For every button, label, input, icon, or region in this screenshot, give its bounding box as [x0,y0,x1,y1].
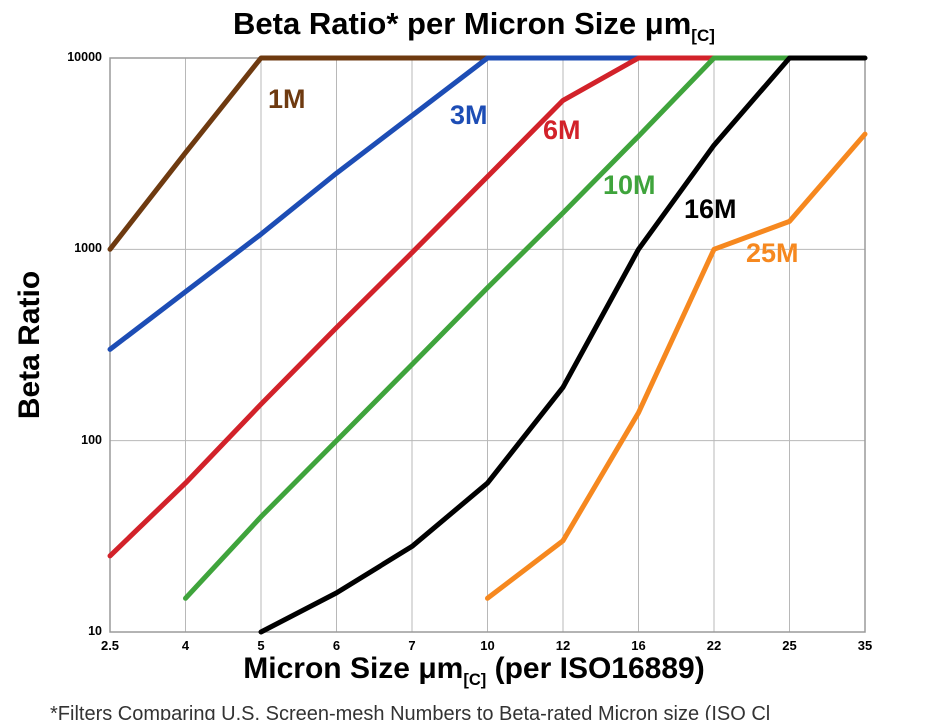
x-tick-5: 5 [257,638,265,653]
series-label-25M: 25M [746,238,799,268]
y-tick-10: 10 [88,624,102,638]
x-tick-4: 4 [181,638,190,653]
series-label-6M: 6M [543,115,581,145]
x-axis-label-text: Micron Size μm [243,652,464,685]
x-tick-7: 7 [408,638,416,653]
y-tick-100: 100 [81,432,102,447]
y-tick-10000: 10000 [67,50,102,64]
y-axis-label: Beta Ratio [13,270,46,420]
x-tick-25: 25 [782,638,797,653]
x-tick-16: 16 [631,638,646,653]
series-line-1M [107,55,490,252]
series-label-1M: 1M [268,84,306,114]
chart-title: Beta Ratio* per Micron Size μm[C] [0,6,948,46]
series-label-3M: 3M [450,100,488,130]
x-tick-22: 22 [706,638,722,653]
series-label-16M: 16M [684,194,737,224]
x-axis-label-suffix: (per ISO16889) [486,652,705,685]
x-tick-6: 6 [332,638,341,653]
footnote: *Filters Comparing U.S. Screen-mesh Numb… [50,703,771,720]
series-line-3M [107,55,641,352]
x-tick-35: 35 [857,638,873,653]
series-line-16M [258,55,868,635]
y-tick-1000: 1000 [74,241,102,256]
chart-title-text: Beta Ratio* per Micron Size μm [233,6,692,41]
x-axis-label-subscript: [C] [463,671,487,689]
x-axis-label: Micron Size μm[C] (per ISO16889) [0,652,948,690]
x-tick-2.5: 2.5 [100,638,120,653]
series-line-25M [485,131,868,601]
series-line-6M [107,55,717,559]
x-tick-10: 10 [480,638,495,653]
series-label-10M: 10M [603,170,656,200]
series-line-10M [183,55,792,601]
chart-title-subscript: [C] [691,26,715,46]
x-tick-12: 12 [555,638,571,653]
